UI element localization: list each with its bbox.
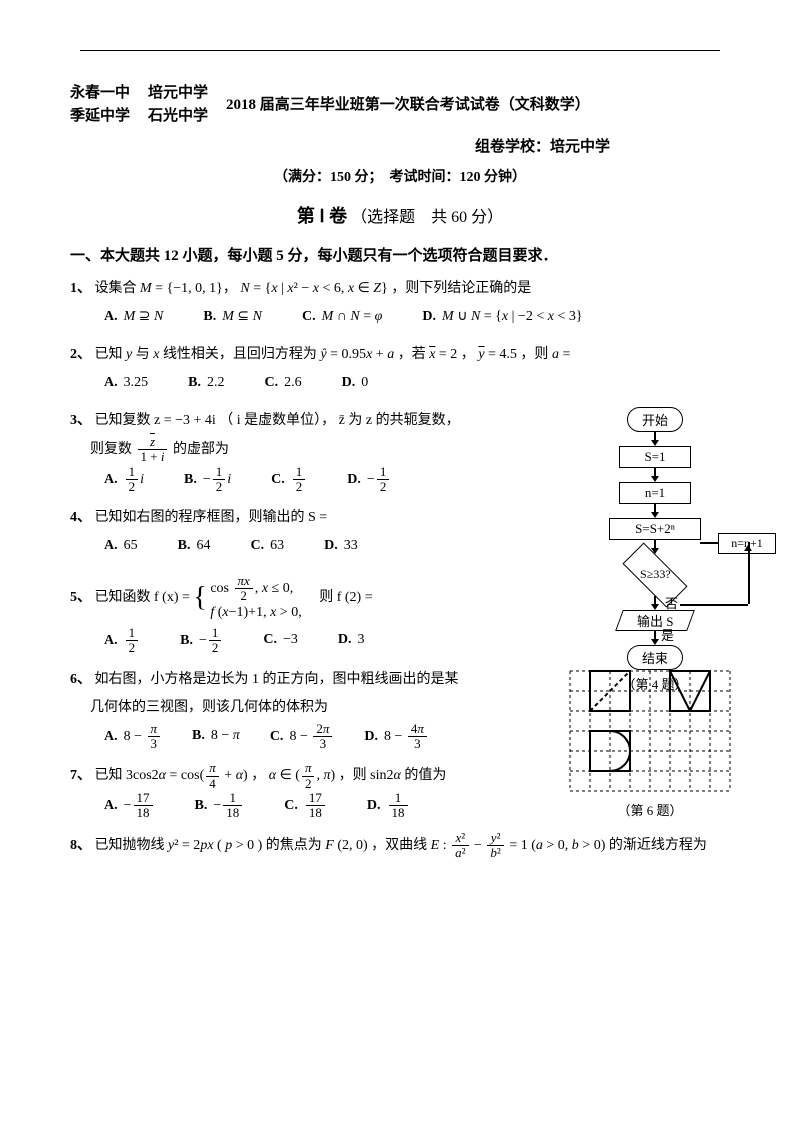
q1-text-a: 设集合 — [95, 281, 141, 296]
exam-page: 永春一中 培元中学 季延中学 石光中学 2018 届高三年毕业班第一次联合考试试… — [0, 0, 800, 900]
top-rule — [80, 50, 720, 51]
part-title: 第 Ⅰ 卷 （选择题 共 60 分） — [70, 202, 730, 228]
school-1: 永春一中 — [70, 81, 130, 102]
q2-num: 2、 — [70, 347, 91, 362]
q5-num: 5、 — [70, 590, 91, 605]
q7-options: A.−1718 B.−118 C.1718 D.118 — [70, 791, 730, 821]
q3-num: 3、 — [70, 413, 91, 428]
question-8: 8、 已知抛物线 y² = 2px ( p > 0 ) 的焦点为 F (2, 0… — [70, 831, 730, 861]
q1-text-b: ，则下列结论正确的是 — [391, 281, 531, 296]
q1-num: 1、 — [70, 281, 91, 296]
q1-set-M: M — [140, 281, 152, 296]
school-grid: 永春一中 培元中学 季延中学 石光中学 — [70, 81, 208, 125]
q4-num: 4、 — [70, 510, 91, 525]
part-label: 第 Ⅰ 卷 — [297, 206, 347, 226]
exam-meta: （满分：150 分； 考试时间：120 分钟） — [70, 166, 730, 186]
question-6: 6、 如右图，小方格是边长为 1 的正方向，图中粗线画出的是某 几何体的三视图，… — [70, 666, 730, 752]
organizer: 组卷学校：培元中学 — [70, 135, 730, 156]
header: 永春一中 培元中学 季延中学 石光中学 2018 届高三年毕业班第一次联合考试试… — [70, 81, 730, 125]
exam-title: 2018 届高三年毕业班第一次联合考试试卷（文科数学） — [226, 93, 590, 114]
q2-options: A.3.25 B.2.2 C.2.6 D.0 — [70, 369, 730, 397]
q6-options: A.8 − π3 B.8 − π C.8 − 2π3 D.8 − 4π3 — [70, 722, 530, 752]
school-3: 季延中学 — [70, 104, 130, 125]
q8-num: 8、 — [70, 838, 91, 853]
question-5: 5、 已知函数 f (x) = { cos πx2, x ≤ 0, f (x−1… — [70, 570, 730, 656]
section-1-title: 一、本大题共 12 小题，每小题 5 分，每小题只有一个选项符合题目要求． — [70, 244, 730, 265]
question-2: 2、 已知 y 与 x 线性相关，且回归方程为 ŷ = 0.95x + a ，若… — [70, 341, 730, 397]
q4-text: 已知如右图的程序框图，则输出的 S = — [95, 510, 328, 525]
q6-num: 6、 — [70, 672, 91, 687]
q3-text-a: 已知复数 z = −3 + 4i （ i 是虚数单位）， z̄ 为 z 的共轭复… — [95, 413, 460, 428]
question-7: 7、 已知 3cos2α = cos(π4 + α) ， α ∈ (π2, π)… — [70, 761, 730, 820]
q1-options: A.M ⊇ N B.M ⊆ N C.M ∩ N = φ D.M ∪ N = {x… — [70, 303, 730, 331]
q4-options: A.65 B.64 C.63 D.33 — [70, 532, 540, 560]
part-sub: （选择题 共 60 分） — [351, 209, 503, 226]
question-3: 3、 已知复数 z = −3 + 4i （ i 是虚数单位）， z̄ 为 z 的… — [70, 407, 730, 494]
q3-options: A.12i B.−12i C.12 D.−12 — [70, 465, 540, 495]
q6-block: （第 6 题） 6、 如右图，小方格是边长为 1 的正方向，图中粗线画出的是某 … — [70, 666, 730, 752]
q5-options: A.12 B.−12 C.−3 D.3 — [70, 626, 540, 656]
q3-q5-block: 开始 S=1 n=1 S=S+2ⁿ S≥33? 否 是 输出 S 结束 n=n+… — [70, 407, 730, 656]
school-4: 石光中学 — [148, 104, 208, 125]
question-4: 4、 已知如右图的程序框图，则输出的 S = A.65 B.64 C.63 D.… — [70, 504, 730, 560]
school-2: 培元中学 — [148, 81, 208, 102]
q7-num: 7、 — [70, 768, 91, 783]
question-1: 1、 设集合 M = {−1, 0, 1}， N = {x | x² − x <… — [70, 275, 730, 331]
